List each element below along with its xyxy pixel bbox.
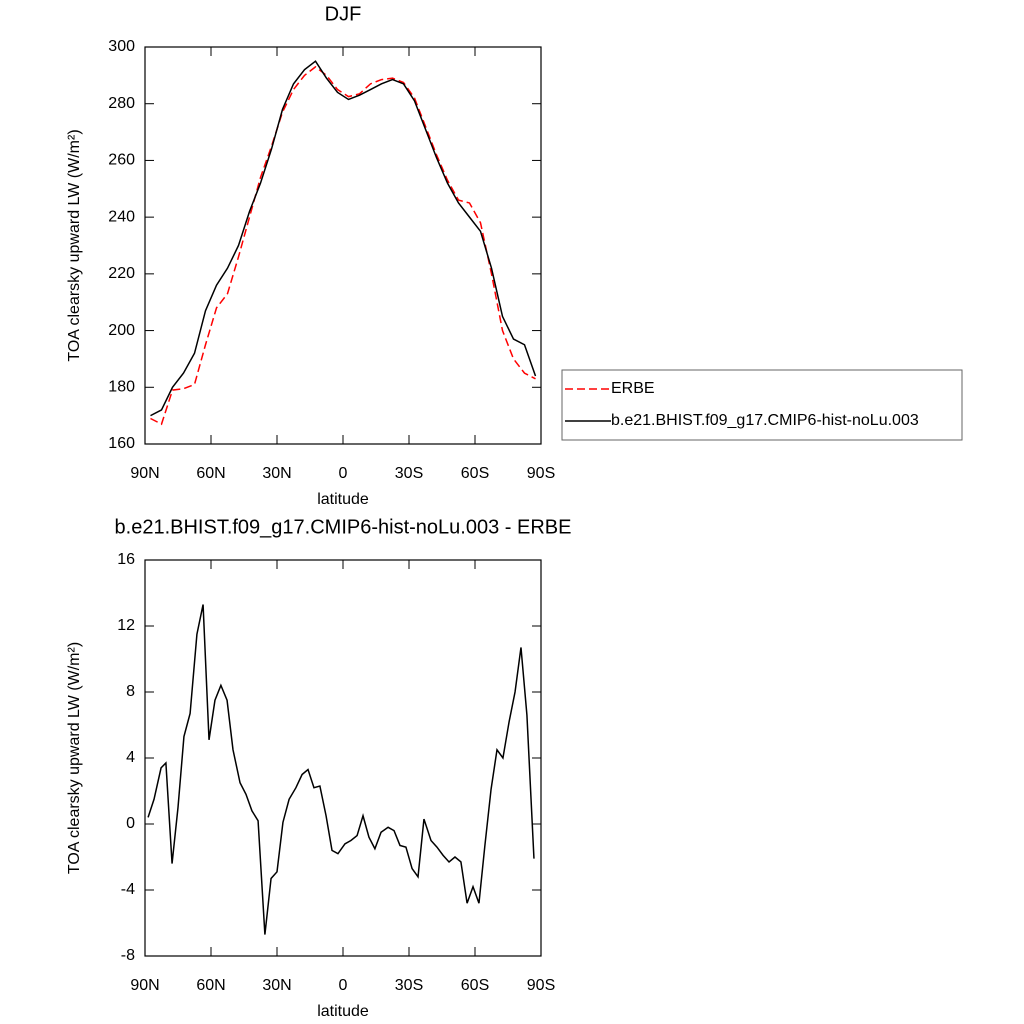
y-tick-label: 4 — [126, 749, 135, 766]
x-tick-label: 60N — [196, 465, 225, 482]
data-line — [150, 65, 536, 426]
y-tick-label: 160 — [108, 435, 135, 452]
data-line — [150, 60, 537, 417]
x-tick-label: 90N — [130, 465, 159, 482]
y-tick-label: 180 — [108, 379, 135, 396]
y-tick-label: 200 — [108, 322, 135, 339]
y-axis-label: TOA clearsky upward LW (W/m²) — [66, 642, 83, 874]
y-tick-label: -8 — [121, 947, 135, 964]
y-tick-label: -4 — [121, 881, 135, 898]
y-axis-label: TOA clearsky upward LW (W/m²) — [66, 129, 83, 361]
x-tick-label: 90S — [527, 465, 555, 482]
y-tick-label: 220 — [108, 265, 135, 282]
chart-title: DJF — [325, 3, 362, 25]
y-tick-label: 240 — [108, 208, 135, 225]
x-tick-label: 60N — [196, 977, 225, 994]
x-axis-label: latitude — [317, 491, 369, 508]
chart-title: b.e21.BHIST.f09_g17.CMIP6-hist-noLu.003 … — [115, 516, 572, 538]
x-tick-label: 0 — [339, 465, 348, 482]
legend-label: ERBE — [611, 380, 655, 397]
x-tick-label: 90N — [130, 977, 159, 994]
y-tick-label: 280 — [108, 95, 135, 112]
y-tick-label: 300 — [108, 38, 135, 55]
y-tick-label: 260 — [108, 152, 135, 169]
x-tick-label: 60S — [461, 977, 489, 994]
x-tick-label: 90S — [527, 977, 555, 994]
x-axis-label: latitude — [317, 1003, 369, 1020]
y-tick-label: 12 — [117, 617, 135, 634]
y-tick-label: 16 — [117, 551, 135, 568]
x-tick-label: 30S — [395, 977, 423, 994]
legend-box — [561, 369, 963, 441]
plot-frame — [144, 46, 542, 445]
y-tick-label: 8 — [126, 683, 135, 700]
x-tick-label: 30N — [262, 465, 291, 482]
data-line — [147, 604, 535, 935]
x-tick-label: 30S — [395, 465, 423, 482]
x-tick-label: 30N — [262, 977, 291, 994]
x-tick-label: 0 — [339, 977, 348, 994]
plot-frame — [144, 559, 542, 957]
y-tick-label: 0 — [126, 815, 135, 832]
x-tick-label: 60S — [461, 465, 489, 482]
legend-label: b.e21.BHIST.f09_g17.CMIP6-hist-noLu.003 — [611, 412, 919, 429]
